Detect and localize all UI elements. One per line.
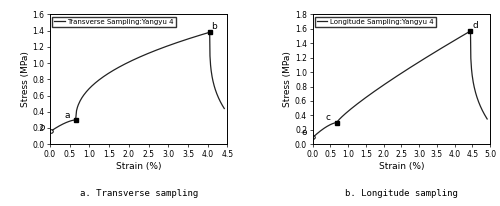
Text: b: b	[212, 22, 218, 31]
Text: c: c	[326, 113, 330, 122]
X-axis label: Strain (%): Strain (%)	[378, 162, 424, 171]
Legend: Longitude Sampling:Yangyu 4: Longitude Sampling:Yangyu 4	[314, 16, 436, 27]
Title: a. Transverse sampling: a. Transverse sampling	[80, 189, 198, 198]
X-axis label: Strain (%): Strain (%)	[116, 162, 162, 171]
Text: a: a	[64, 111, 70, 120]
Title: b. Longitude sampling: b. Longitude sampling	[345, 189, 458, 198]
Text: o: o	[302, 128, 307, 137]
Text: d: d	[472, 21, 478, 30]
Text: o: o	[40, 123, 45, 132]
Y-axis label: Stress (MPa): Stress (MPa)	[20, 51, 30, 107]
Y-axis label: Stress (MPa): Stress (MPa)	[283, 51, 292, 107]
Legend: Transverse Sampling:Yangyu 4: Transverse Sampling:Yangyu 4	[52, 16, 176, 27]
